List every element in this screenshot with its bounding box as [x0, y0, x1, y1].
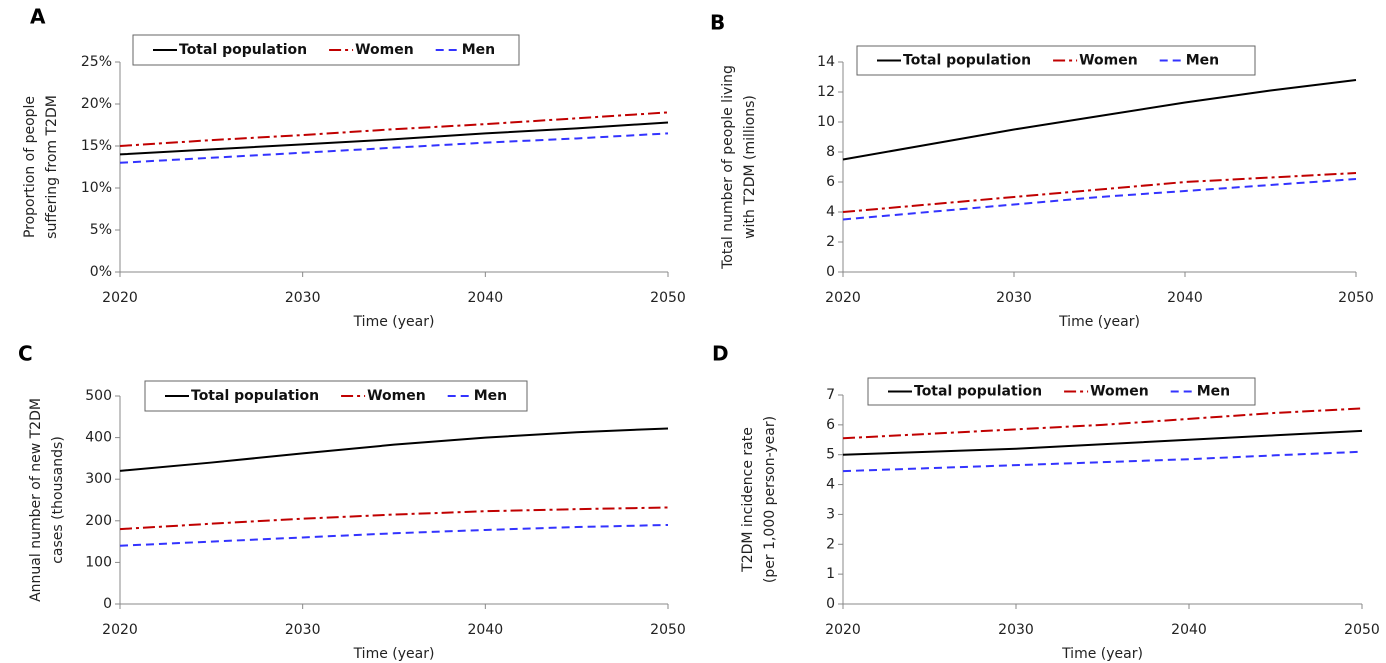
series-line — [119, 506, 669, 531]
x-tick-label: 2020 — [102, 290, 138, 306]
x-tick-label: 2030 — [285, 290, 321, 306]
y-tick-label: 10 — [817, 114, 835, 130]
legend-label: Men — [462, 42, 495, 58]
y-tick-label: 5 — [826, 447, 835, 463]
y-tick-label: 7 — [826, 387, 835, 403]
x-tick-label: 2040 — [1167, 290, 1203, 306]
panel-label: B — [710, 11, 725, 35]
y-axis-title: T2DM incidence rate — [740, 427, 756, 573]
legend-label: Total population — [914, 384, 1042, 400]
legend-label: Women — [1090, 384, 1149, 400]
y-tick-label: 4 — [826, 204, 835, 220]
y-tick-label: 8 — [826, 144, 835, 160]
x-tick-label: 2040 — [1171, 622, 1207, 638]
panel-label: A — [30, 5, 46, 29]
y-tick-label: 400 — [85, 430, 112, 446]
series-line — [119, 132, 669, 164]
series-line — [119, 427, 669, 472]
legend-label: Women — [367, 388, 426, 404]
y-axis-title: Proportion of people — [22, 96, 38, 238]
legend-box — [856, 45, 1256, 76]
x-tick-label: 2050 — [650, 290, 686, 306]
y-tick-label: 2 — [826, 234, 835, 250]
x-tick-label: 2030 — [996, 290, 1032, 306]
legend-label: Women — [1079, 53, 1138, 69]
y-tick-label: 5% — [90, 222, 112, 238]
series-line — [842, 450, 1363, 473]
series-line — [842, 178, 1357, 221]
legend-label: Men — [474, 388, 507, 404]
series-line — [119, 121, 669, 156]
y-tick-label: 500 — [85, 388, 112, 404]
y-axis-title: suffering from T2DM — [44, 95, 60, 239]
y-tick-label: 14 — [817, 54, 835, 70]
series-line — [842, 79, 1357, 161]
x-axis-title: Time (year) — [1058, 314, 1140, 330]
x-tick-label: 2050 — [1338, 290, 1374, 306]
legend-label: Total population — [903, 53, 1031, 69]
y-tick-label: 2 — [826, 536, 835, 552]
y-axis-title: Annual number of new T2DM — [28, 398, 44, 602]
y-tick-label: 0 — [826, 596, 835, 612]
x-tick-label: 2030 — [998, 622, 1034, 638]
x-tick-label: 2040 — [468, 290, 504, 306]
series-line — [119, 111, 669, 147]
x-axis-title: Time (year) — [353, 314, 435, 330]
y-tick-label: 0% — [90, 264, 112, 280]
legend-label: Men — [1186, 53, 1219, 69]
x-axis-title: Time (year) — [1061, 646, 1143, 662]
y-tick-label: 6 — [826, 417, 835, 433]
panel-label: D — [712, 342, 729, 366]
y-tick-label: 20% — [81, 96, 112, 112]
legend-label: Total population — [179, 42, 307, 58]
y-tick-label: 6 — [826, 174, 835, 190]
y-tick-label: 12 — [817, 84, 835, 100]
y-tick-label: 100 — [85, 554, 112, 570]
x-axis-title: Time (year) — [353, 646, 435, 662]
y-tick-label: 15% — [81, 138, 112, 154]
x-tick-label: 2040 — [468, 622, 504, 638]
x-tick-label: 2030 — [285, 622, 321, 638]
panel-label: C — [18, 342, 33, 366]
chart-panel: B 0 2 4 6 8 10 12 14 2020 2030 2040 2050 Time (year) T… — [710, 11, 1374, 331]
legend-label: Women — [355, 42, 414, 58]
y-axis-title: Total number of people living — [720, 65, 736, 270]
chart-panel: D 0 1 2 3 4 5 6 7 2020 2030 2040 2050 Time (year) T2DM… — [712, 342, 1380, 663]
series-line — [842, 429, 1363, 456]
series-line — [842, 407, 1363, 440]
y-tick-label: 3 — [826, 506, 835, 522]
y-tick-label: 200 — [85, 513, 112, 529]
legend-label: Men — [1197, 384, 1230, 400]
y-tick-label: 4 — [826, 477, 835, 493]
x-tick-label: 2020 — [825, 622, 861, 638]
y-tick-label: 1 — [826, 566, 835, 582]
y-axis-title: (per 1,000 person-year) — [762, 416, 778, 583]
x-tick-label: 2020 — [102, 622, 138, 638]
series-line — [842, 172, 1357, 213]
y-axis-title: with T2DM (millions) — [742, 95, 758, 239]
series-line — [119, 523, 669, 547]
x-tick-label: 2050 — [650, 622, 686, 638]
y-tick-label: 300 — [85, 471, 112, 487]
chart-panel: A 0% 5% 10% 15% 20% 25% 2020 2030 2040 2050 Time (y… — [22, 5, 686, 331]
y-axis-title: cases (thousands) — [50, 436, 66, 564]
y-tick-label: 0 — [826, 264, 835, 280]
y-tick-label: 0 — [103, 596, 112, 612]
x-tick-label: 2020 — [825, 290, 861, 306]
chart-panel: C 0 100 200 300 400 500 2020 2030 2040 2050 Time (y… — [18, 342, 686, 663]
legend-label: Total population — [191, 388, 319, 404]
y-tick-label: 10% — [81, 180, 112, 196]
y-tick-label: 25% — [81, 54, 112, 70]
x-tick-label: 2050 — [1344, 622, 1380, 638]
